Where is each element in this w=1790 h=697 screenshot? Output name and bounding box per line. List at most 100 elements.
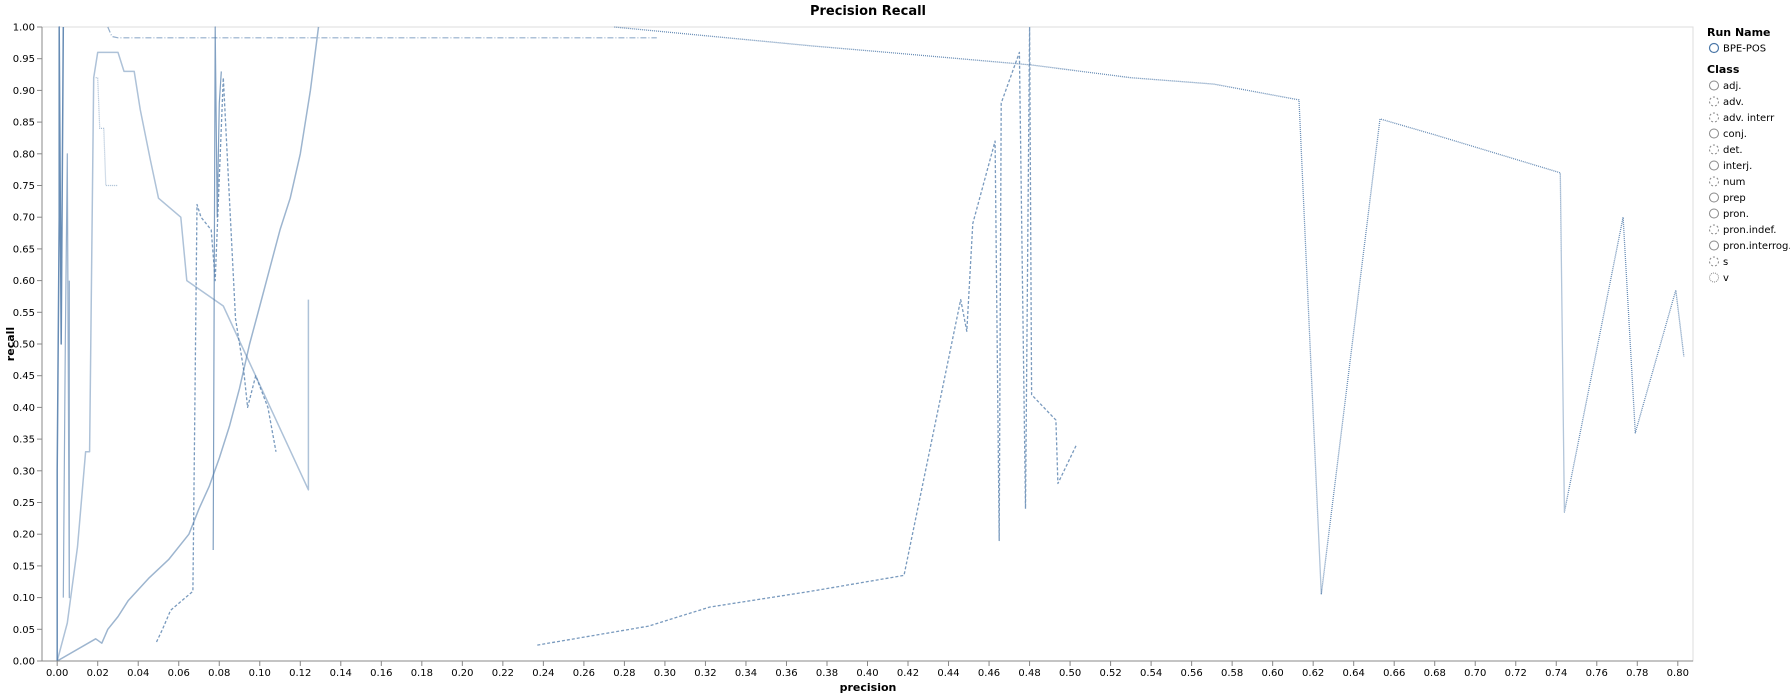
x-axis-title: precision bbox=[840, 681, 897, 694]
x-tick-label: 0.54 bbox=[1140, 668, 1162, 679]
legend-class-label[interactable]: conj. bbox=[1723, 129, 1747, 140]
x-tick-label: 0.22 bbox=[492, 668, 514, 679]
y-tick-label: 0.40 bbox=[13, 403, 35, 414]
x-tick-label: 0.34 bbox=[735, 668, 757, 679]
y-tick-label: 0.30 bbox=[13, 466, 35, 477]
y-tick-label: 0.80 bbox=[13, 149, 35, 160]
x-tick-label: 0.38 bbox=[816, 668, 838, 679]
y-tick-label: 0.75 bbox=[13, 181, 35, 192]
x-tick-label: 0.52 bbox=[1099, 668, 1121, 679]
series-line-1 bbox=[56, 26, 320, 662]
series-line-7 bbox=[614, 26, 1685, 596]
legend-class-label[interactable]: pron.indef. bbox=[1723, 225, 1776, 236]
x-tick-label: 0.32 bbox=[694, 668, 716, 679]
series-line-4 bbox=[212, 26, 222, 551]
x-tick-label: 0.76 bbox=[1586, 668, 1608, 679]
legend-class-symbol[interactable] bbox=[1709, 192, 1719, 203]
series-line-9 bbox=[95, 77, 118, 187]
y-tick-label: 0.85 bbox=[13, 118, 35, 129]
legend-class-label[interactable]: interj. bbox=[1723, 161, 1752, 172]
x-tick-label: 0.62 bbox=[1302, 668, 1324, 679]
y-tick-label: 0.95 bbox=[13, 54, 35, 65]
legend-class-symbol[interactable] bbox=[1709, 112, 1719, 123]
x-tick-label: 0.68 bbox=[1424, 668, 1446, 679]
legend-class-label[interactable]: adj. bbox=[1723, 81, 1741, 92]
x-tick-label: 0.48 bbox=[1018, 668, 1040, 679]
y-tick-label: 0.00 bbox=[13, 657, 35, 668]
y-tick-label: 0.65 bbox=[13, 244, 35, 255]
series-line-5 bbox=[155, 77, 277, 643]
x-tick-label: 0.78 bbox=[1626, 668, 1648, 679]
legend-class-label[interactable]: s bbox=[1723, 257, 1728, 268]
plot-area-frame bbox=[41, 26, 1694, 662]
series-line-0 bbox=[56, 26, 65, 661]
x-tick-label: 0.28 bbox=[613, 668, 635, 679]
series-layer bbox=[56, 26, 1685, 662]
legend-class-symbol[interactable] bbox=[1709, 240, 1719, 251]
x-tick-label: 0.46 bbox=[978, 668, 1000, 679]
legend-class-label[interactable]: v bbox=[1723, 273, 1729, 284]
legend-class-label[interactable]: adv. bbox=[1723, 97, 1744, 108]
legend-class-label[interactable]: num bbox=[1723, 177, 1745, 188]
legend: Run Name BPE-POS Class adj. adv. adv. inte… bbox=[1707, 26, 1790, 284]
legend-class-symbol[interactable] bbox=[1709, 160, 1719, 171]
y-axis-ticks: 0.00 0.05 0.10 0.15 0.20 0.25 0.30 0.35 0.40 0.45… bbox=[13, 23, 42, 668]
x-tick-label: 0.02 bbox=[87, 668, 109, 679]
x-tick-label: 0.42 bbox=[897, 668, 919, 679]
x-axis-ticks: 0.00 0.02 0.04 0.06 0.08 0.10 0.12 0.14 0.16 0.18… bbox=[46, 661, 1689, 679]
x-tick-label: 0.06 bbox=[168, 668, 190, 679]
x-tick-label: 0.08 bbox=[208, 668, 230, 679]
legend-class-label[interactable]: adv. interr bbox=[1723, 113, 1775, 124]
chart-title: Precision Recall bbox=[810, 4, 926, 19]
y-tick-label: 0.05 bbox=[13, 625, 35, 636]
x-tick-label: 0.26 bbox=[573, 668, 595, 679]
legend-run-title: Run Name bbox=[1707, 26, 1771, 39]
x-tick-label: 0.30 bbox=[654, 668, 676, 679]
x-tick-label: 0.18 bbox=[411, 668, 433, 679]
legend-class-symbol[interactable] bbox=[1709, 224, 1719, 235]
series-line-8 bbox=[107, 26, 657, 39]
y-axis-title: recall bbox=[4, 327, 17, 361]
x-tick-label: 0.20 bbox=[451, 668, 473, 679]
y-tick-label: 0.90 bbox=[13, 86, 35, 97]
legend-run-label[interactable]: BPE-POS bbox=[1723, 44, 1766, 55]
y-tick-label: 0.70 bbox=[13, 213, 35, 224]
legend-class-title: Class bbox=[1707, 63, 1740, 76]
legend-class-symbol[interactable] bbox=[1709, 176, 1719, 187]
x-tick-label: 0.16 bbox=[370, 668, 392, 679]
series-line-6 bbox=[537, 26, 1077, 646]
x-tick-label: 0.04 bbox=[127, 668, 149, 679]
y-tick-label: 0.45 bbox=[13, 371, 35, 382]
y-tick-label: 0.55 bbox=[13, 308, 35, 319]
y-tick-label: 0.35 bbox=[13, 435, 35, 446]
x-tick-label: 0.12 bbox=[289, 668, 311, 679]
legend-class-symbol[interactable] bbox=[1709, 128, 1719, 139]
x-tick-label: 0.36 bbox=[775, 668, 797, 679]
x-tick-label: 0.10 bbox=[249, 668, 271, 679]
y-tick-label: 0.60 bbox=[13, 276, 35, 287]
y-tick-label: 0.50 bbox=[13, 340, 35, 351]
y-tick-label: 0.10 bbox=[13, 593, 35, 604]
legend-class-label[interactable]: prep bbox=[1723, 193, 1746, 204]
legend-class-symbol[interactable] bbox=[1709, 96, 1719, 107]
x-tick-label: 0.56 bbox=[1180, 668, 1202, 679]
y-tick-label: 0.20 bbox=[13, 530, 35, 541]
legend-run-symbol[interactable] bbox=[1708, 42, 1720, 54]
legend-class-symbol[interactable] bbox=[1709, 272, 1719, 283]
legend-class-label[interactable]: pron.interrog. bbox=[1723, 241, 1790, 252]
series-line-2 bbox=[56, 51, 310, 662]
series-line-3 bbox=[62, 153, 70, 599]
x-tick-label: 0.70 bbox=[1464, 668, 1486, 679]
x-tick-label: 0.66 bbox=[1383, 668, 1405, 679]
y-tick-label: 1.00 bbox=[13, 23, 35, 34]
legend-class-label[interactable]: pron. bbox=[1723, 209, 1749, 220]
x-tick-label: 0.40 bbox=[856, 668, 878, 679]
x-tick-label: 0.80 bbox=[1667, 668, 1689, 679]
x-tick-label: 0.58 bbox=[1221, 668, 1243, 679]
x-tick-label: 0.00 bbox=[46, 668, 68, 679]
legend-class-symbol[interactable] bbox=[1709, 208, 1719, 219]
legend-class-label[interactable]: det. bbox=[1723, 145, 1743, 156]
legend-class-symbol[interactable] bbox=[1709, 144, 1719, 155]
legend-class-symbol[interactable] bbox=[1709, 256, 1719, 267]
legend-class-symbol[interactable] bbox=[1709, 80, 1719, 91]
